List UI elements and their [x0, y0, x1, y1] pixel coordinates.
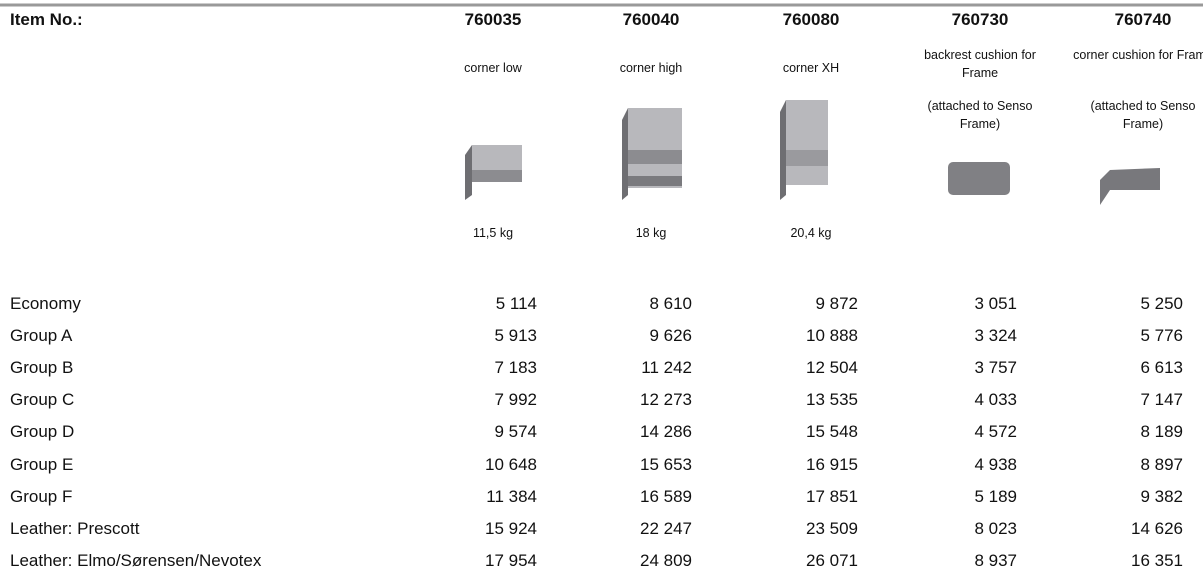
item-number: 760035 — [464, 10, 522, 29]
price: 13 535 — [806, 390, 858, 410]
price: 23 509 — [806, 518, 858, 538]
price: 7 147 — [1140, 390, 1183, 410]
price: 3 324 — [974, 326, 1017, 346]
price: 5 250 — [1140, 294, 1183, 313]
price: 5 776 — [1140, 326, 1183, 346]
item-number: 760040 — [622, 10, 680, 29]
product-image — [465, 145, 522, 200]
product-image — [948, 162, 1010, 195]
price: 8 610 — [649, 294, 692, 313]
row-label: Economy — [10, 294, 81, 313]
row-label: Group F — [10, 486, 73, 506]
price: 24 809 — [640, 550, 692, 570]
price: 4 033 — [974, 390, 1017, 410]
price: 12 273 — [640, 390, 692, 410]
price: 16 351 — [1131, 550, 1183, 570]
price: 3 051 — [974, 294, 1017, 313]
product-image — [622, 108, 682, 200]
price: 9 382 — [1140, 486, 1183, 506]
product-image — [780, 100, 828, 200]
item-weight: 18 kg — [635, 226, 667, 240]
price: 17 851 — [806, 486, 858, 506]
item-note: (attached to Senso Frame) — [927, 99, 1033, 131]
price: 10 648 — [485, 454, 537, 474]
product-image — [1100, 168, 1160, 205]
price: 9 626 — [649, 326, 692, 346]
item-description: corner high — [619, 61, 683, 75]
price: 3 757 — [974, 358, 1017, 378]
item-description: corner cushion for Frame — [1073, 48, 1203, 62]
row-label: Group B — [10, 358, 74, 378]
item-description: backrest cushion for Frame — [924, 48, 1036, 80]
price: 12 504 — [806, 358, 858, 378]
item-number: 760730 — [951, 10, 1009, 29]
item-number: 760740 — [1114, 10, 1172, 29]
price: 15 653 — [640, 454, 692, 474]
price: 22 247 — [640, 518, 692, 538]
price: 5 913 — [494, 326, 537, 346]
price: 17 954 — [485, 550, 537, 570]
item-weight: 20,4 kg — [790, 226, 832, 240]
price: 11 242 — [641, 358, 692, 378]
price: 16 589 — [640, 486, 692, 506]
row-label: Group A — [10, 326, 73, 346]
row-label: Group E — [10, 454, 74, 474]
header-label: Item No.: — [10, 10, 83, 29]
price: 15 548 — [806, 422, 858, 442]
item-number: 760080 — [782, 10, 840, 29]
price: 7 992 — [494, 390, 537, 410]
row-label: Leather: Prescott — [10, 518, 140, 538]
price: 26 071 — [806, 550, 858, 570]
price: 7 183 — [494, 358, 537, 378]
price: 5 114 — [495, 294, 537, 313]
row-label: Leather: Elmo/Sørensen/Nevotex — [10, 550, 262, 570]
price: 8 023 — [974, 518, 1017, 538]
item-weight: 11,5 kg — [472, 226, 514, 240]
price: 14 286 — [640, 422, 692, 442]
price: 10 888 — [806, 326, 858, 346]
item-description: corner XH — [782, 61, 840, 75]
price: 4 572 — [974, 422, 1017, 442]
price: 14 626 — [1131, 518, 1183, 538]
item-note: (attached to Senso Frame) — [1090, 99, 1196, 131]
price: 9 574 — [494, 422, 537, 442]
row-label: Group C — [10, 390, 75, 410]
price: 8 897 — [1140, 454, 1183, 474]
price: 8 189 — [1140, 422, 1183, 442]
price: 9 872 — [815, 294, 858, 313]
price: 6 613 — [1140, 358, 1183, 378]
price: 11 384 — [486, 486, 537, 506]
price: 16 915 — [806, 454, 858, 474]
price: 8 937 — [974, 550, 1017, 570]
price: 5 189 — [974, 486, 1017, 506]
row-label: Group D — [10, 422, 75, 442]
item-description: corner low — [464, 61, 522, 75]
price: 15 924 — [485, 518, 537, 538]
price: 4 938 — [974, 454, 1017, 474]
